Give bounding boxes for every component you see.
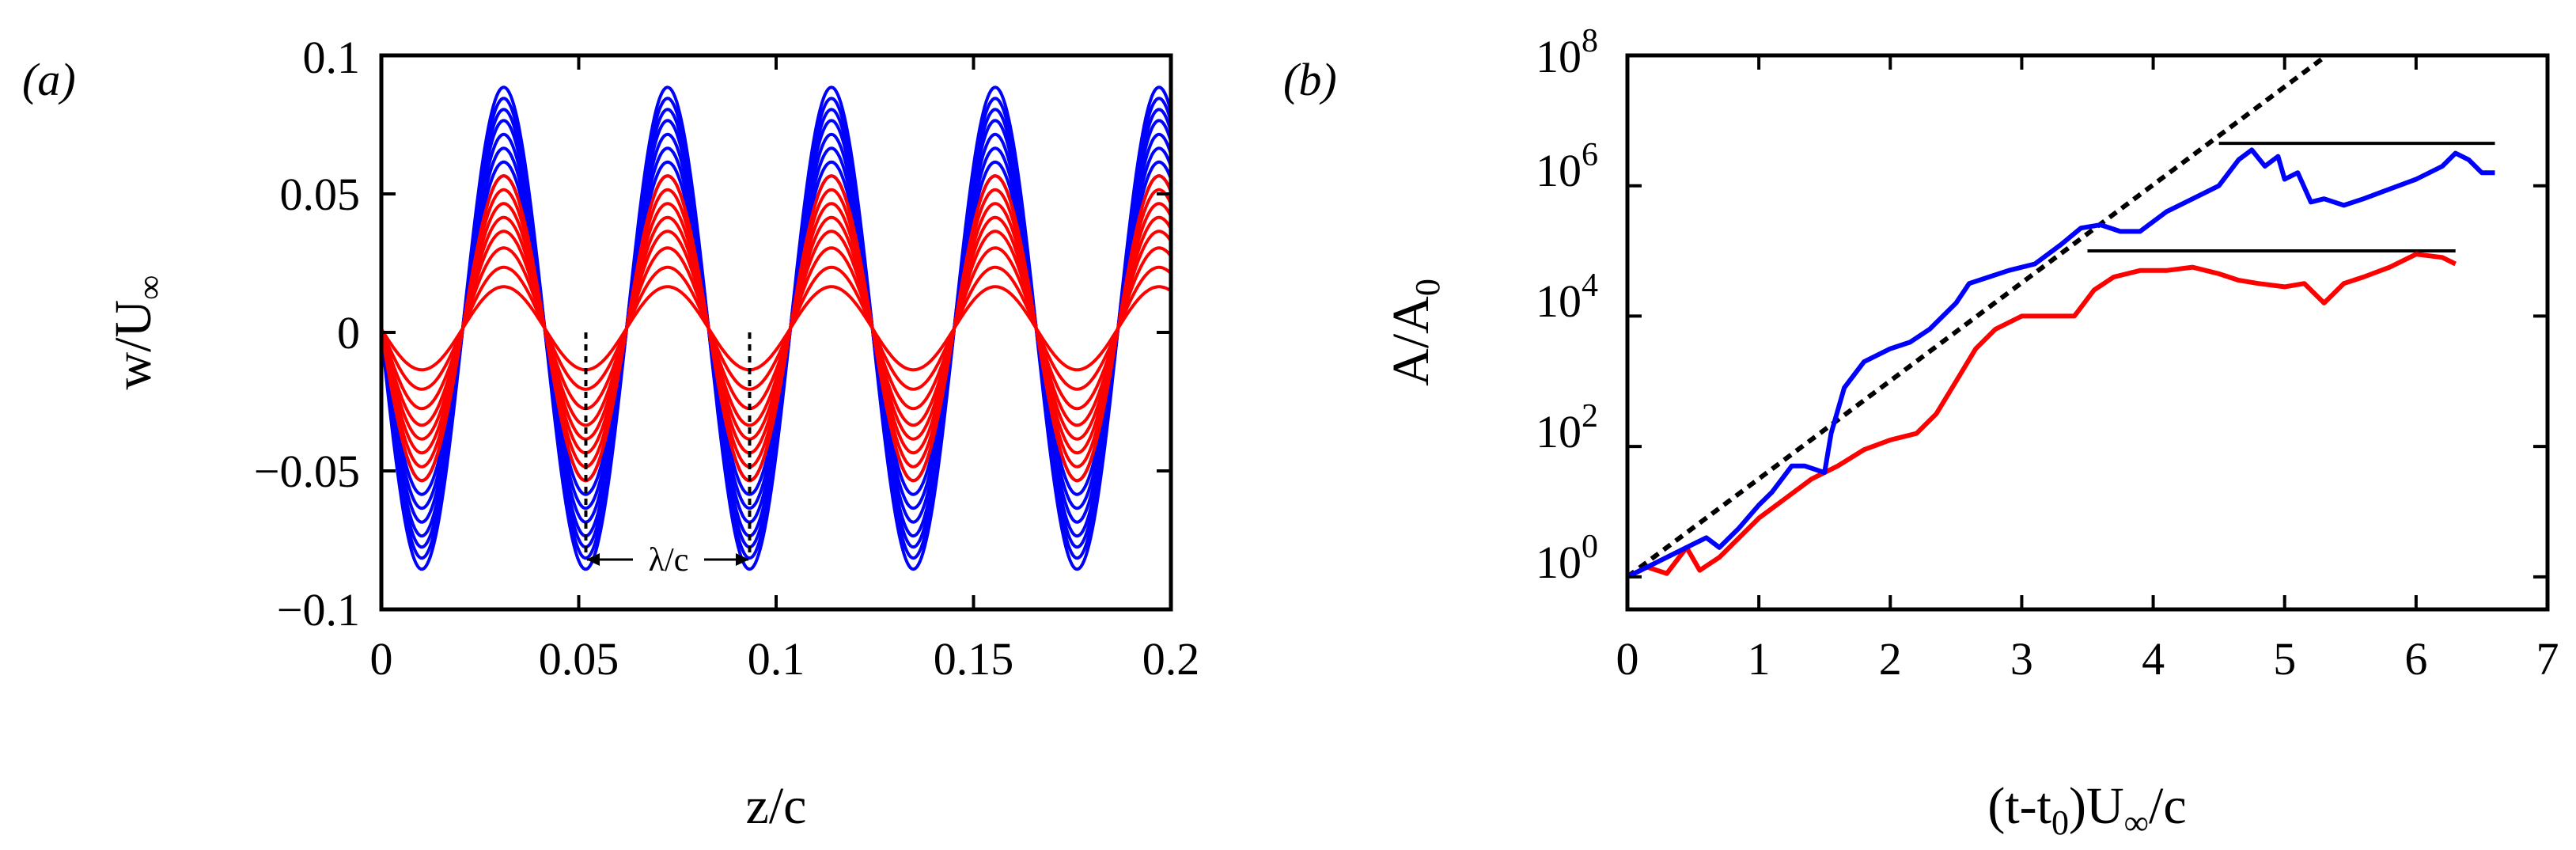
panel-a-xtick-labels: 0 0.05 0.1 0.15 0.2 bbox=[370, 633, 1200, 685]
panel-b-ytick-label: 104 bbox=[1536, 268, 1598, 327]
panel-a-ylabel-sub: ∞ bbox=[131, 275, 169, 299]
panel-a-ytick-label: 0 bbox=[337, 307, 360, 359]
red-wave-curve bbox=[381, 285, 1171, 372]
panel-b-ytick-label: 108 bbox=[1536, 23, 1598, 82]
panel-b-ytick-base: 10 bbox=[1536, 537, 1582, 588]
panel-b-xlabel-sub: ∞ bbox=[2124, 803, 2149, 842]
panel-a-ytick-label: 0.1 bbox=[303, 32, 361, 83]
panel-b-ytick-base: 10 bbox=[1536, 31, 1582, 82]
panel-b-xlabel: (t-t0)U∞/c bbox=[1987, 777, 2186, 842]
panel-b-ylabel-sub: 0 bbox=[1408, 279, 1447, 296]
panel-b-ytick-exp: 6 bbox=[1582, 137, 1598, 173]
panel-b-xtick-label: 5 bbox=[2273, 633, 2296, 685]
panel-b-ylabel-main: A/A bbox=[1382, 296, 1440, 386]
panel-b-ytick-base: 10 bbox=[1536, 145, 1582, 196]
panel-a-ylabel: w/U∞ bbox=[104, 275, 169, 389]
series-blue bbox=[1627, 147, 2495, 579]
panel-b-xlabel-part: /c bbox=[2149, 777, 2187, 835]
panel-b-ticks bbox=[1626, 54, 2549, 609]
wavelength-arrowhead-right bbox=[736, 553, 749, 566]
panel-b-ytick-base: 10 bbox=[1536, 406, 1582, 457]
panel-b-ytick-exp: 0 bbox=[1582, 529, 1598, 565]
panel-a-ytick-label: 0.05 bbox=[280, 169, 361, 220]
panel-a-ytick-labels: −0.1 −0.05 0 0.05 0.1 bbox=[254, 32, 360, 636]
panel-b-frame bbox=[1625, 53, 2550, 612]
panel-a-ytick-label: −0.05 bbox=[254, 446, 360, 497]
panel-b-xtick-label: 1 bbox=[1748, 633, 1771, 685]
panel-a-ylabel-main: w/U bbox=[104, 300, 162, 390]
fit-line bbox=[1627, 55, 2328, 579]
panel-b-xtick-labels: 0 1 2 3 4 5 6 7 bbox=[1616, 633, 2559, 685]
panel-a-ticks bbox=[380, 54, 1172, 611]
panel-b-ytick-exp: 4 bbox=[1582, 268, 1598, 304]
panel-a-curves bbox=[381, 85, 1171, 571]
panel-a-xtick-label: 0 bbox=[370, 633, 393, 685]
series-red bbox=[1627, 252, 2457, 579]
panel-b-xtick-label: 4 bbox=[2142, 633, 2165, 685]
panel-b-xtick-label: 0 bbox=[1616, 633, 1639, 685]
panel-a-blue-series bbox=[381, 85, 1171, 571]
panel-a-label: (a) bbox=[22, 54, 76, 105]
panel-b: (b) 0 1 2 3 4 5 6 7 100 102 104 106 108 bbox=[1283, 23, 2559, 842]
panel-a-xtick-label: 0.15 bbox=[934, 633, 1014, 685]
panel-b-ytick-exp: 8 bbox=[1582, 23, 1598, 59]
wavelength-annotation: λ/c bbox=[584, 332, 752, 579]
panel-b-ytick-label: 106 bbox=[1536, 137, 1598, 196]
panel-b-xtick-label: 6 bbox=[2404, 633, 2427, 685]
wavelength-arrowhead-left bbox=[586, 553, 600, 566]
panel-b-xlabel-part: (t-t bbox=[1987, 777, 2051, 835]
panel-b-ylabel: A/A0 bbox=[1382, 279, 1447, 386]
panel-a-xlabel: z/c bbox=[746, 777, 807, 835]
panel-a-red-series bbox=[381, 174, 1171, 483]
wavelength-label: λ/c bbox=[649, 542, 689, 579]
panel-b-xlabel-part: )U bbox=[2069, 777, 2124, 835]
panel-a: (a) 0 0.05 0.1 0.15 0.2 −0.1 −0.05 0 0.0… bbox=[22, 32, 1199, 835]
panel-b-ytick-exp: 2 bbox=[1582, 398, 1598, 434]
panel-b-curves bbox=[1627, 55, 2495, 579]
blue-wave-curve bbox=[381, 97, 1171, 560]
blue-wave-curve bbox=[381, 108, 1171, 549]
panel-b-ytick-label: 102 bbox=[1536, 398, 1598, 457]
panel-b-ytick-labels: 100 102 104 106 108 bbox=[1536, 23, 1598, 588]
panel-b-ytick-base: 10 bbox=[1536, 275, 1582, 327]
panel-b-xtick-label: 7 bbox=[2536, 633, 2559, 685]
panel-b-xtick-label: 3 bbox=[2010, 633, 2033, 685]
panel-a-xtick-label: 0.1 bbox=[748, 633, 805, 685]
panel-a-ytick-label: −0.1 bbox=[277, 584, 360, 636]
panel-b-xtick-label: 2 bbox=[1879, 633, 1902, 685]
panel-a-xtick-label: 0.05 bbox=[539, 633, 619, 685]
blue-wave-curve bbox=[381, 85, 1171, 571]
panel-b-ytick-label: 100 bbox=[1536, 529, 1598, 588]
panel-a-xtick-label: 0.2 bbox=[1142, 633, 1200, 685]
panel-b-label: (b) bbox=[1283, 54, 1337, 105]
panel-b-xlabel-sub: 0 bbox=[2051, 803, 2069, 842]
